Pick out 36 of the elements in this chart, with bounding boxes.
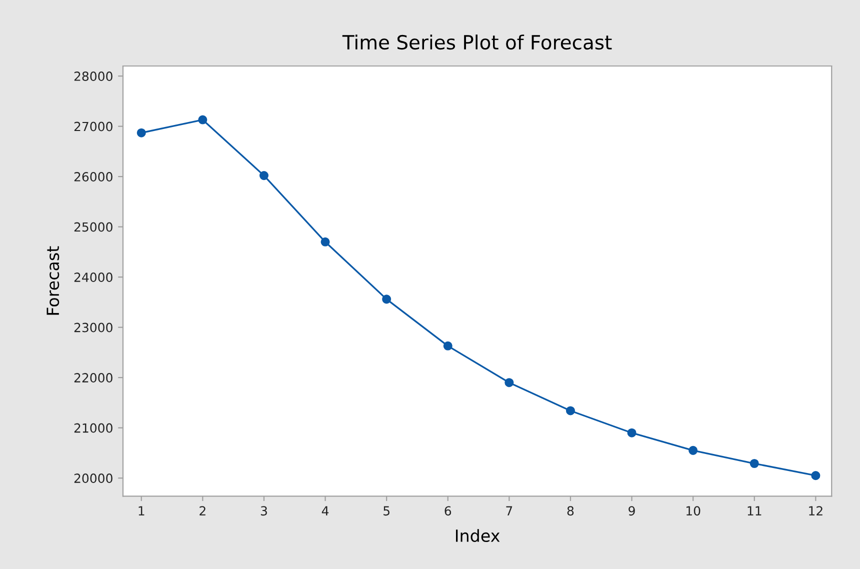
point <box>504 378 514 388</box>
point <box>259 171 268 180</box>
x-tick-label: 1 <box>138 506 144 516</box>
y-axis-title: Forecast <box>46 246 60 315</box>
y-tick-label: 22000 <box>74 373 112 382</box>
point <box>382 294 392 304</box>
x-tick-label: 4 <box>322 506 329 516</box>
x-tick-label: 8 <box>567 506 574 516</box>
point <box>198 115 208 124</box>
point <box>688 446 698 455</box>
x-tick-label: 10 <box>686 506 700 516</box>
x-tick-label: 12 <box>809 506 822 516</box>
point <box>811 471 820 480</box>
x-tick-label: 6 <box>444 506 452 516</box>
point <box>627 428 636 438</box>
x-axis-title: Index <box>456 529 500 542</box>
x-tick-label: 3 <box>260 506 267 516</box>
x-tick-label: 11 <box>748 506 762 516</box>
y-tick-label: 27000 <box>74 122 112 132</box>
y-tick-label: 28000 <box>74 72 112 81</box>
y-tick-label: 23000 <box>74 322 112 332</box>
point <box>750 458 759 468</box>
y-tick-label: 24000 <box>74 272 112 282</box>
chart-title: Time Series Plot of Forecast <box>342 34 612 50</box>
point <box>443 341 452 350</box>
y-tick-label: 21000 <box>74 423 112 433</box>
y-tick-label: 26000 <box>74 172 112 182</box>
x-tick-label: 5 <box>384 506 390 516</box>
y-tick-label: 25000 <box>74 222 112 232</box>
x-tick-label: 9 <box>628 506 635 516</box>
point <box>136 128 146 138</box>
x-tick-label: 7 <box>506 506 512 516</box>
point <box>566 406 575 416</box>
point <box>320 237 330 246</box>
y-tick-label: 20000 <box>74 474 112 484</box>
x-tick-label: 2 <box>200 506 206 516</box>
